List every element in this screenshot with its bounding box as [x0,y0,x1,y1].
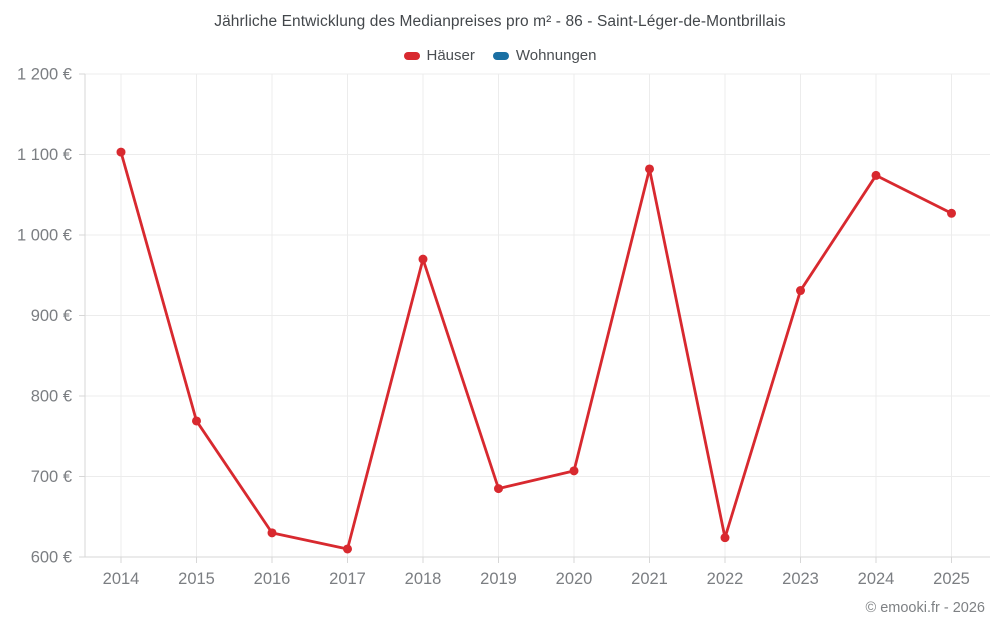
svg-text:2021: 2021 [631,570,668,588]
legend-item-hauser[interactable]: Häuser [403,47,475,64]
svg-text:2020: 2020 [556,570,593,588]
svg-text:2017: 2017 [329,570,366,588]
svg-text:2016: 2016 [254,570,291,588]
svg-text:1 100 €: 1 100 € [17,146,72,164]
svg-text:2025: 2025 [933,570,970,588]
wohnungen-series-swatch-icon [492,51,509,60]
svg-text:800 €: 800 € [31,388,72,406]
svg-text:2019: 2019 [480,570,517,588]
svg-text:900 €: 900 € [31,307,72,325]
svg-text:2022: 2022 [707,570,744,588]
legend-label-hauser: Häuser [426,47,475,64]
legend-item-wohnungen[interactable]: Wohnungen [492,47,597,64]
svg-text:2024: 2024 [858,570,895,588]
chart-legend: Häuser Wohnungen [0,47,1000,64]
svg-text:2015: 2015 [178,570,215,588]
hauser-series-swatch-icon [403,51,420,60]
svg-text:1 000 €: 1 000 € [17,227,72,245]
copyright-text: © emooki.fr - 2026 [865,600,985,616]
chart-title: Jährliche Entwicklung des Medianpreises … [214,13,786,30]
svg-text:2014: 2014 [103,570,140,588]
svg-text:2023: 2023 [782,570,819,588]
legend-label-wohnungen: Wohnungen [515,47,597,64]
svg-text:1 200 €: 1 200 € [17,66,72,84]
svg-text:600 €: 600 € [31,549,72,567]
svg-text:700 €: 700 € [31,468,72,486]
svg-text:2018: 2018 [405,570,442,588]
